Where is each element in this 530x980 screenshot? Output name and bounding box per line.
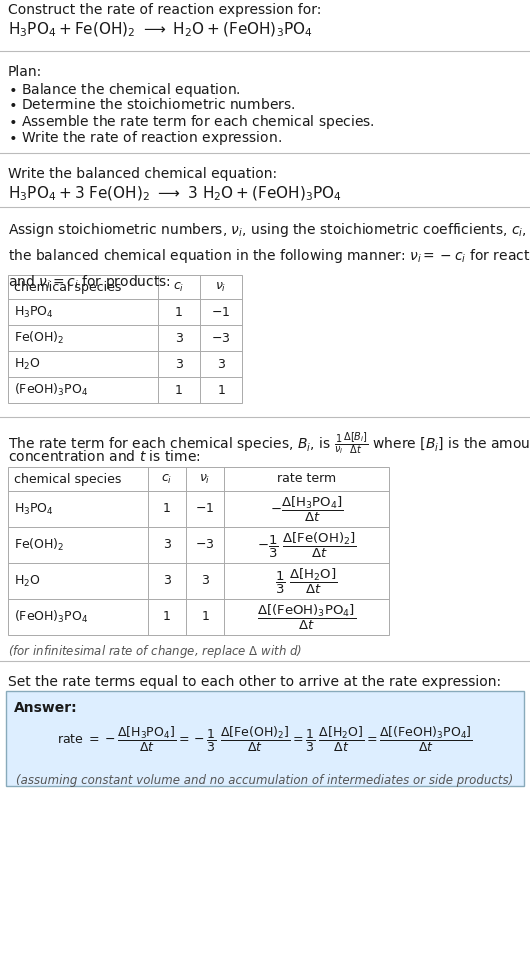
Text: 1: 1 (175, 306, 183, 318)
Text: $\mathrm{H_3PO_4}$: $\mathrm{H_3PO_4}$ (14, 305, 54, 319)
Text: (assuming constant volume and no accumulation of intermediates or side products): (assuming constant volume and no accumul… (16, 774, 514, 787)
Text: $1$: $1$ (201, 611, 209, 623)
Text: $\mathrm{Fe(OH)_2}$: $\mathrm{Fe(OH)_2}$ (14, 537, 65, 553)
Text: Set the rate terms equal to each other to arrive at the rate expression:: Set the rate terms equal to each other t… (8, 675, 501, 689)
Text: $\dfrac{\Delta[\mathrm{(FeOH)_3PO_4}]}{\Delta t}$: $\dfrac{\Delta[\mathrm{(FeOH)_3PO_4}]}{\… (257, 603, 356, 632)
Text: chemical species: chemical species (14, 280, 121, 293)
Text: $\mathrm{H_3PO_4 + 3\ Fe(OH)_2 \ \longrightarrow \ 3\ H_2O + (FeOH)_3PO_4}$: $\mathrm{H_3PO_4 + 3\ Fe(OH)_2 \ \longri… (8, 185, 342, 204)
Text: 1: 1 (163, 503, 171, 515)
Text: $\bullet$ Write the rate of reaction expression.: $\bullet$ Write the rate of reaction exp… (8, 129, 282, 147)
Text: Write the balanced chemical equation:: Write the balanced chemical equation: (8, 167, 277, 181)
Text: $-\dfrac{\Delta[\mathrm{H_3PO_4}]}{\Delta t}$: $-\dfrac{\Delta[\mathrm{H_3PO_4}]}{\Delt… (270, 494, 343, 523)
Text: $\mathrm{H_3PO_4 + Fe(OH)_2 \ \longrightarrow \ H_2O + (FeOH)_3PO_4}$: $\mathrm{H_3PO_4 + Fe(OH)_2 \ \longright… (8, 21, 313, 39)
Text: $\mathrm{H_3PO_4}$: $\mathrm{H_3PO_4}$ (14, 502, 54, 516)
Text: Answer:: Answer: (14, 701, 77, 715)
Text: $\nu_i$: $\nu_i$ (215, 280, 227, 294)
Text: $-3$: $-3$ (195, 538, 215, 552)
Text: 1: 1 (175, 383, 183, 397)
Text: concentration and $t$ is time:: concentration and $t$ is time: (8, 449, 201, 464)
Text: $3$: $3$ (217, 358, 225, 370)
Text: $\mathrm{H_2O}$: $\mathrm{H_2O}$ (14, 357, 41, 371)
Text: $-1$: $-1$ (196, 503, 215, 515)
Text: $\mathrm{(FeOH)_3PO_4}$: $\mathrm{(FeOH)_3PO_4}$ (14, 382, 89, 398)
Text: rate term: rate term (277, 472, 336, 485)
Bar (8, 467, 389, 635)
Text: $-3$: $-3$ (211, 331, 231, 345)
Text: 3: 3 (163, 538, 171, 552)
Text: Construct the rate of reaction expression for:: Construct the rate of reaction expressio… (8, 3, 321, 17)
Text: $3$: $3$ (200, 574, 209, 587)
Text: $c_i$: $c_i$ (173, 280, 184, 294)
Text: $\mathrm{(FeOH)_3PO_4}$: $\mathrm{(FeOH)_3PO_4}$ (14, 609, 89, 625)
Text: 1: 1 (163, 611, 171, 623)
Text: 3: 3 (175, 331, 183, 345)
Text: $c_i$: $c_i$ (161, 472, 173, 485)
Text: $\bullet$ Determine the stoichiometric numbers.: $\bullet$ Determine the stoichiometric n… (8, 97, 295, 112)
Text: chemical species: chemical species (14, 472, 121, 485)
Text: 3: 3 (175, 358, 183, 370)
Text: $\mathrm{H_2O}$: $\mathrm{H_2O}$ (14, 573, 41, 589)
Text: $-1$: $-1$ (211, 306, 231, 318)
Text: The rate term for each chemical species, $B_i$, is $\frac{1}{\nu_i}\frac{\Delta[: The rate term for each chemical species,… (8, 431, 530, 457)
Text: $\nu_i$: $\nu_i$ (199, 472, 211, 485)
Text: 3: 3 (163, 574, 171, 587)
Bar (8, 275, 242, 403)
Text: $\bullet$ Balance the chemical equation.: $\bullet$ Balance the chemical equation. (8, 81, 241, 99)
Text: (for infinitesimal rate of change, replace $\Delta$ with $d$): (for infinitesimal rate of change, repla… (8, 643, 302, 660)
Text: $\dfrac{1}{3}\ \dfrac{\Delta[\mathrm{H_2O}]}{\Delta t}$: $\dfrac{1}{3}\ \dfrac{\Delta[\mathrm{H_2… (275, 566, 338, 596)
Text: $1$: $1$ (217, 383, 225, 397)
Bar (6, 691, 524, 786)
Text: $\bullet$ Assemble the rate term for each chemical species.: $\bullet$ Assemble the rate term for eac… (8, 113, 375, 131)
Text: $\mathrm{Fe(OH)_2}$: $\mathrm{Fe(OH)_2}$ (14, 330, 65, 346)
Text: Plan:: Plan: (8, 65, 42, 79)
Text: rate $= -\dfrac{\Delta[\mathrm{H_3PO_4}]}{\Delta t} = -\dfrac{1}{3}\ \dfrac{\Del: rate $= -\dfrac{\Delta[\mathrm{H_3PO_4}]… (57, 724, 473, 754)
Text: Assign stoichiometric numbers, $\nu_i$, using the stoichiometric coefficients, $: Assign stoichiometric numbers, $\nu_i$, … (8, 221, 530, 291)
Text: $-\dfrac{1}{3}\ \dfrac{\Delta[\mathrm{Fe(OH)_2}]}{\Delta t}$: $-\dfrac{1}{3}\ \dfrac{\Delta[\mathrm{Fe… (257, 530, 356, 560)
